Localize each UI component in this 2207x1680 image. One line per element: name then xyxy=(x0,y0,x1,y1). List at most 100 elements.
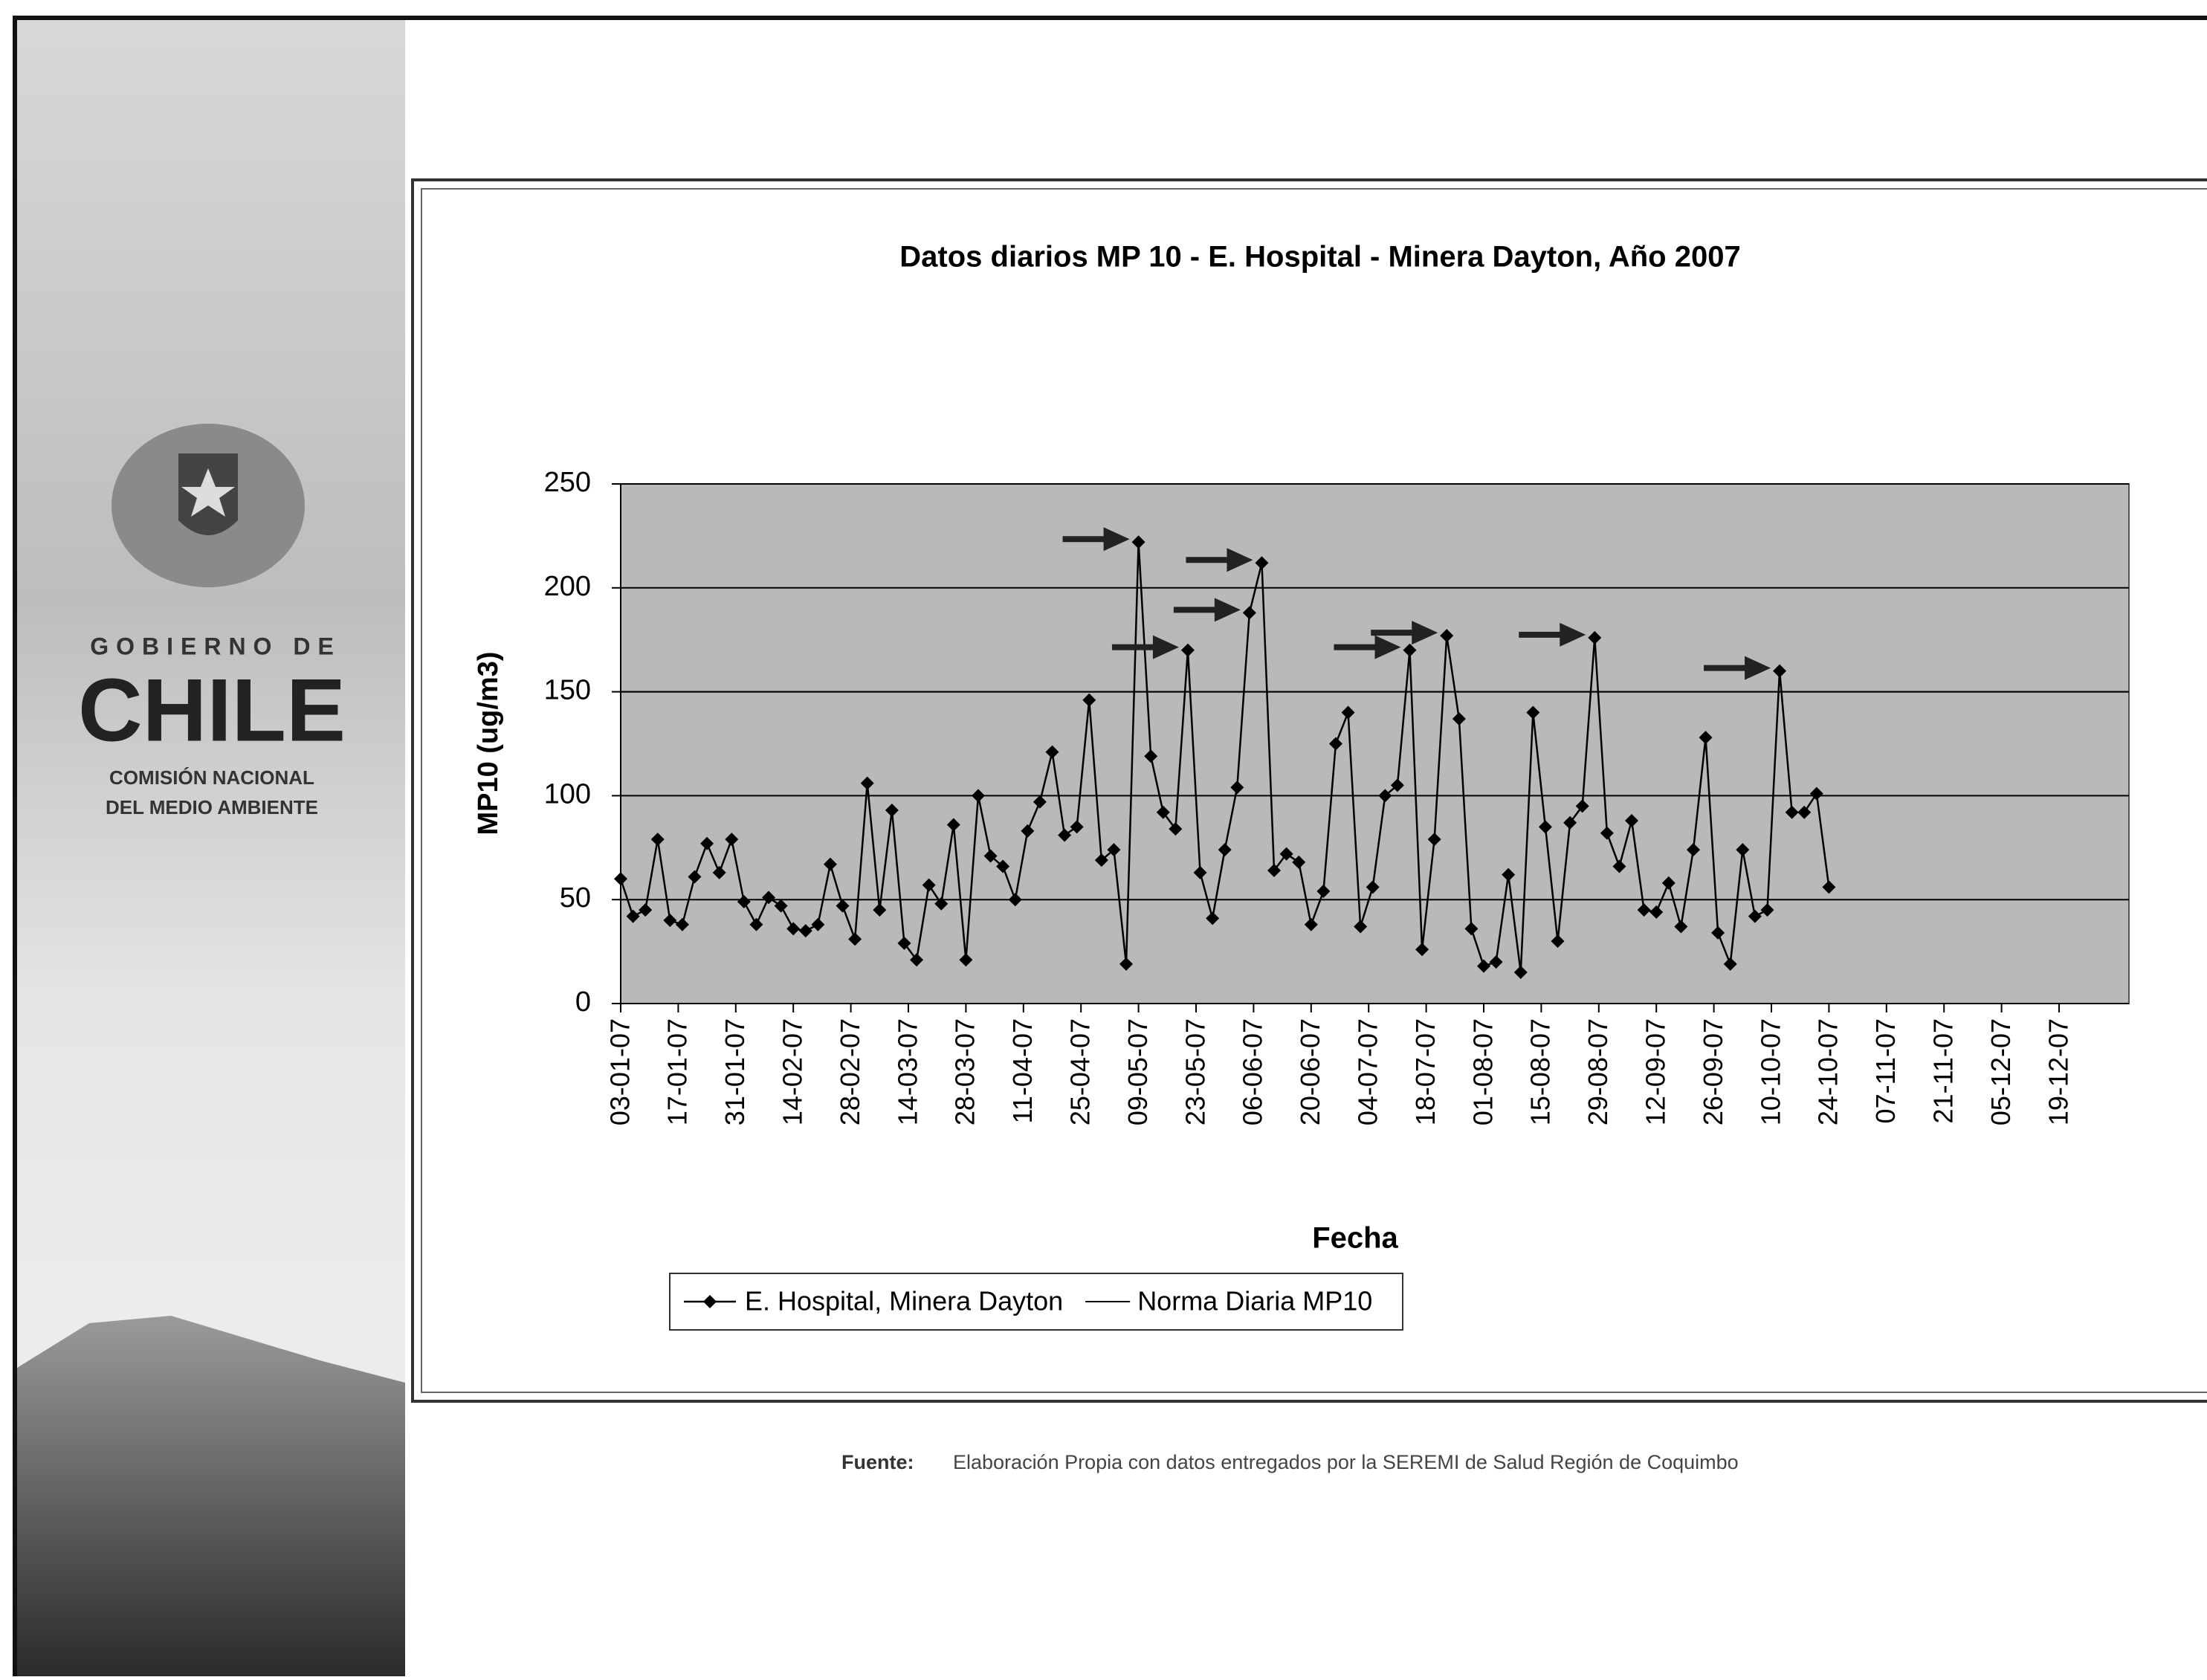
data-point xyxy=(650,833,665,847)
data-point xyxy=(1686,843,1700,857)
data-point xyxy=(1255,556,1269,570)
y-axis-label: MP10 (ug/m3) xyxy=(473,651,504,835)
data-point xyxy=(1600,826,1614,840)
data-point xyxy=(885,803,899,817)
data-point xyxy=(1415,943,1429,957)
x-tick-label: 04-07-07 xyxy=(1353,1018,1383,1125)
data-point xyxy=(1588,630,1602,644)
x-tick-label: 18-07-07 xyxy=(1410,1018,1441,1125)
exceedance-arrow xyxy=(1173,598,1241,622)
data-point xyxy=(1378,789,1392,803)
plot-area xyxy=(620,483,2130,1004)
x-tick-label: 28-02-07 xyxy=(835,1018,865,1125)
data-point xyxy=(1033,795,1047,809)
y-tick-label: 100 xyxy=(544,778,591,810)
data-point xyxy=(1440,629,1454,643)
data-point xyxy=(860,776,874,790)
data-point xyxy=(1008,893,1022,907)
data-point xyxy=(1045,745,1059,759)
data-point xyxy=(798,924,812,938)
data-point xyxy=(1316,885,1331,899)
legend-box xyxy=(669,1273,1403,1331)
data-point xyxy=(1230,781,1244,795)
data-point xyxy=(1354,920,1368,934)
data-point xyxy=(1637,903,1651,917)
data-point xyxy=(762,891,776,905)
data-point xyxy=(1773,664,1787,678)
data-point xyxy=(663,914,677,928)
data-point xyxy=(1538,820,1552,834)
y-tick-label: 250 xyxy=(544,467,591,498)
slide-frame xyxy=(13,16,2207,1680)
x-tick-label: 26-09-07 xyxy=(1698,1018,1728,1125)
data-point xyxy=(1131,535,1145,549)
y-tick-label: 50 xyxy=(560,882,591,914)
data-point xyxy=(897,936,911,950)
org-line: COMISIÓN NACIONAL xyxy=(109,766,314,789)
legend-label: E. Hospital, Minera Dayton xyxy=(745,1286,1063,1316)
x-tick-label: 10-10-07 xyxy=(1755,1018,1786,1125)
exceedance-arrow xyxy=(1186,548,1253,572)
data-point xyxy=(1563,815,1577,830)
data-point xyxy=(1625,813,1639,827)
data-point xyxy=(1711,925,1725,940)
data-point xyxy=(823,857,837,871)
data-point xyxy=(1366,880,1380,894)
data-point xyxy=(626,909,640,923)
data-point xyxy=(1403,643,1417,657)
data-point xyxy=(1797,805,1812,819)
x-tick-label: 06-06-07 xyxy=(1238,1018,1268,1125)
data-point xyxy=(1526,705,1540,720)
data-point xyxy=(639,903,653,917)
data-point xyxy=(983,849,998,863)
data-point xyxy=(1464,922,1479,936)
data-point xyxy=(959,953,973,967)
data-point xyxy=(712,865,726,879)
data-point xyxy=(786,922,801,936)
data-point xyxy=(1206,911,1220,925)
x-tick-label: 24-10-07 xyxy=(1813,1018,1844,1125)
x-tick-label: 01-08-07 xyxy=(1467,1018,1498,1125)
data-point xyxy=(688,870,702,884)
data-point xyxy=(1513,966,1528,980)
data-point xyxy=(1107,843,1121,857)
data-point xyxy=(1328,737,1342,751)
data-point xyxy=(922,878,936,892)
x-tick-label: 17-01-07 xyxy=(662,1018,693,1125)
legend-label: Norma Diaria MP10 xyxy=(1137,1286,1372,1316)
data-point xyxy=(946,818,960,832)
data-point xyxy=(1341,705,1355,720)
data-point xyxy=(996,859,1010,873)
org-line: DEL MEDIO AMBIENTE xyxy=(106,796,318,818)
mountain-image xyxy=(17,1316,405,1676)
data-point xyxy=(1661,876,1676,890)
data-point xyxy=(1156,805,1170,819)
data-point xyxy=(749,917,763,931)
data-point xyxy=(1279,847,1293,861)
x-tick-label: 29-08-07 xyxy=(1583,1018,1613,1125)
data-point xyxy=(1736,843,1750,857)
data-point xyxy=(1292,855,1306,869)
x-tick-label: 07-11-07 xyxy=(1870,1018,1901,1123)
data-point xyxy=(1809,786,1823,801)
x-tick-label: 05-12-07 xyxy=(1985,1018,2016,1125)
data-point xyxy=(1785,805,1799,819)
x-axis-label: Fecha xyxy=(1312,1222,1398,1255)
chart-title: Datos diarios MP 10 - E. Hospital - Mine… xyxy=(899,241,1740,274)
chart-frame-inner xyxy=(421,188,2207,1393)
data-point xyxy=(1612,859,1626,873)
data-point xyxy=(1267,864,1282,878)
data-point xyxy=(910,953,924,967)
data-point xyxy=(1649,905,1664,919)
data-point xyxy=(675,917,689,931)
data-point xyxy=(1748,909,1762,923)
data-point xyxy=(811,917,825,931)
data-point xyxy=(1070,820,1084,834)
exceedance-arrow xyxy=(1519,622,1586,647)
data-point xyxy=(1452,711,1466,726)
y-tick-label: 150 xyxy=(544,675,591,706)
data-point xyxy=(1242,606,1256,620)
source-text: Elaboración Propia con datos entregados … xyxy=(953,1451,1739,1473)
data-point xyxy=(737,894,751,908)
